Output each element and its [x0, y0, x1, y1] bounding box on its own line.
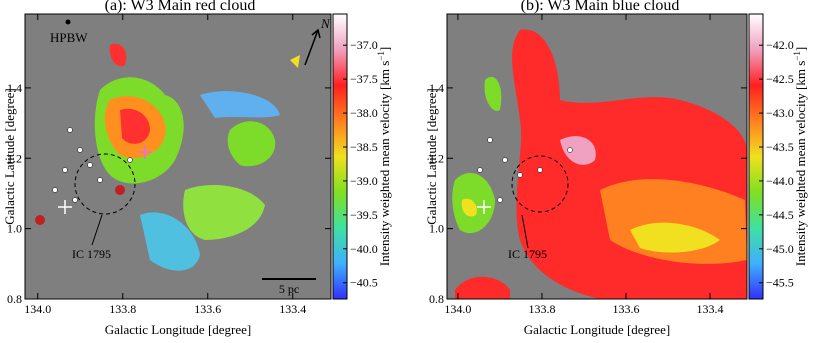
chart-title: (a): W3 Main red cloud: [105, 0, 256, 14]
annotation: HPBW: [50, 30, 88, 45]
y-tick-label: 0.8: [429, 292, 444, 306]
y-tick-label: 1.0: [429, 222, 444, 236]
y-axis-label: Galactic Latitude [degree]: [2, 88, 17, 224]
y-tick-label: 0.8: [7, 292, 22, 306]
annotation: N: [320, 16, 331, 31]
y-axis-label: Galactic Latitude [degree]: [424, 88, 439, 224]
x-tick-label: 134.0: [24, 302, 51, 316]
y-tick-label: 1.4: [7, 81, 22, 95]
colorbar-tick-label: −43.0: [766, 106, 794, 120]
x-tick-label: 133.4: [697, 302, 724, 316]
annotation: 5 pc: [279, 282, 299, 296]
x-tick-label: 133.6: [194, 302, 221, 316]
colorbar-label-part: Intensity weighted mean velocity [km s: [377, 61, 392, 266]
colorbar: [748, 13, 764, 300]
x-tick-label: 133.8: [109, 302, 136, 316]
colorbar-tick-label: −39.5: [350, 208, 378, 222]
colorbar-label-part: −1: [792, 51, 802, 61]
y-tick-label: 1.2: [7, 151, 22, 165]
annotation: IC 1795: [508, 247, 547, 261]
map-a: [25, 14, 331, 299]
colorbar-tick-label: −38.5: [350, 140, 378, 154]
colorbar-tick-label: −38.0: [350, 106, 378, 120]
x-axis-label: Galactic Longitude [degree]: [524, 322, 671, 337]
colorbar-tick-label: −37.5: [350, 72, 378, 86]
map-b: [447, 14, 747, 299]
colorbar-label-part: −1: [376, 51, 386, 61]
colorbar-label-part: ]: [377, 47, 392, 51]
y-tick-label: 1.4: [429, 81, 444, 95]
colorbar-tick-label: −37.0: [350, 38, 378, 52]
colorbar-tick-label: −40.5: [350, 276, 378, 290]
y-tick-label: 1.2: [429, 151, 444, 165]
colorbar: [332, 13, 348, 300]
y-tick-label: 1.0: [7, 222, 22, 236]
colorbar-tick-label: −43.5: [766, 140, 794, 154]
annotation: IC 1795: [72, 247, 111, 261]
colorbar-tick-label: −44.0: [766, 174, 794, 188]
x-tick-label: 134.0: [444, 302, 471, 316]
x-tick-label: 133.8: [528, 302, 555, 316]
colorbar-tick-label: −45.5: [766, 276, 794, 290]
colorbar-tick-label: −40.0: [350, 242, 378, 256]
colorbar-tick-label: −42.0: [766, 38, 794, 52]
plot-frame: [24, 13, 332, 300]
plot-frame: [446, 13, 748, 300]
colorbar-label-part: Intensity weighted mean velocity [km s: [793, 61, 808, 266]
colorbar-tick-label: −44.5: [766, 208, 794, 222]
x-tick-label: 133.6: [612, 302, 639, 316]
chart-title: (b): W3 Main blue cloud: [521, 0, 680, 14]
colorbar-tick-label: −39.0: [350, 174, 378, 188]
x-tick-label: 133.4: [279, 302, 306, 316]
colorbar-label: Intensity weighted mean velocity [km s−1…: [792, 47, 808, 266]
colorbar-label-part: ]: [793, 47, 808, 51]
x-axis-label: Galactic Longitude [degree]: [105, 322, 252, 337]
colorbar-tick-label: −45.0: [766, 242, 794, 256]
colorbar-tick-label: −42.5: [766, 72, 794, 86]
colorbar-label: Intensity weighted mean velocity [km s−1…: [376, 47, 392, 266]
